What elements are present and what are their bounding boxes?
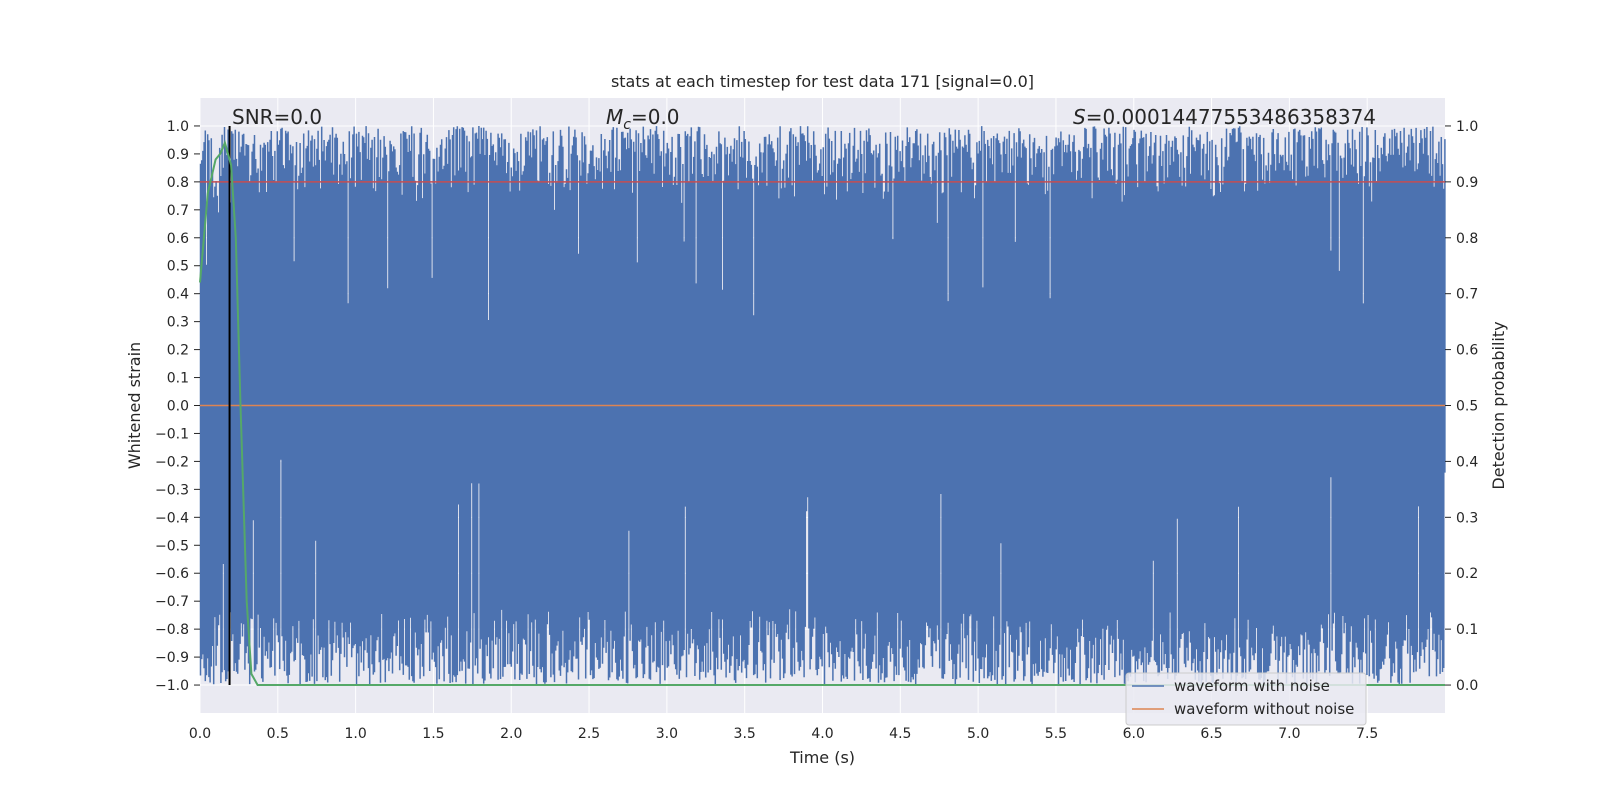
x-tick-label: 4.0 <box>811 726 833 742</box>
x-tick-label: 3.0 <box>656 726 678 742</box>
chart-title: stats at each timestep for test data 171… <box>611 72 1034 91</box>
annotation-chirp-mass: Mc=0.0 <box>606 105 680 133</box>
x-tick-label: 5.0 <box>967 726 989 742</box>
left-tick-label: 0.0 <box>167 399 189 415</box>
y-axis-label-left: Whitened strain <box>125 342 144 469</box>
left-tick-label: 0.7 <box>167 203 189 219</box>
right-tick-label: 0.6 <box>1456 343 1478 359</box>
right-tick-label: 0.3 <box>1456 510 1478 526</box>
s-value: =0.00014477553486358374 <box>1086 105 1376 129</box>
x-tick-label: 0.5 <box>267 726 289 742</box>
x-tick-label: 5.5 <box>1045 726 1067 742</box>
series-detection-probability <box>199 139 1445 686</box>
left-tick-label: 0.9 <box>167 147 189 163</box>
left-tick-label: −0.2 <box>155 454 189 470</box>
x-tick-label: 4.5 <box>889 726 911 742</box>
x-tick-label: 1.5 <box>422 726 444 742</box>
legend-label-noise: waveform with noise <box>1174 677 1330 695</box>
s-symbol: S <box>1073 105 1086 129</box>
left-tick-label: 0.8 <box>167 175 189 191</box>
legend-box <box>1125 672 1367 726</box>
right-tick-label: 0.7 <box>1456 287 1478 303</box>
left-tick-label: 0.6 <box>167 231 189 247</box>
y-axis-label-right: Detection probability <box>1489 321 1508 489</box>
right-tick-label: 1.0 <box>1456 119 1478 135</box>
legend: waveform with noise waveform without noi… <box>1125 672 1367 726</box>
x-tick-label: 7.5 <box>1356 726 1378 742</box>
right-tick-label: 0.5 <box>1456 399 1478 415</box>
left-tick-label: −0.8 <box>155 622 189 638</box>
mc-symbol: M <box>606 105 623 129</box>
annotation-s: S=0.00014477553486358374 <box>1073 105 1376 129</box>
left-tick-label: −1.0 <box>155 678 189 694</box>
left-tick-label: −0.9 <box>155 650 189 666</box>
x-tick-label: 1.0 <box>344 726 366 742</box>
left-tick-label: 0.3 <box>167 315 189 331</box>
x-axis-label: Time (s) <box>789 748 855 767</box>
x-tick-label: 7.0 <box>1278 726 1300 742</box>
left-tick-label: −0.5 <box>155 538 189 554</box>
annotation-snr: SNR=0.0 <box>232 105 322 129</box>
left-tick-label: 0.1 <box>167 371 189 387</box>
left-tick-label: 0.5 <box>167 259 189 275</box>
right-tick-label: 0.4 <box>1456 454 1478 470</box>
x-tick-label: 3.5 <box>734 726 756 742</box>
left-tick-label: 1.0 <box>167 119 189 135</box>
x-tick-label: 2.5 <box>578 726 600 742</box>
legend-label-clean: waveform without noise <box>1174 700 1354 718</box>
overlays <box>199 125 1445 686</box>
right-tick-label: 0.9 <box>1456 175 1478 191</box>
left-tick-label: −0.7 <box>155 594 189 610</box>
x-tick-label: 0.0 <box>189 726 211 742</box>
left-tick-label: 0.2 <box>167 343 189 359</box>
x-tick-label: 6.0 <box>1123 726 1145 742</box>
noise-trace <box>199 126 1446 685</box>
x-tick-label: 6.5 <box>1200 726 1222 742</box>
left-tick-label: 0.4 <box>167 287 189 303</box>
ticks: 0.0 0.5 1.0 1.5 2.0 2.5 3.0 3.5 4.0 4.5 5.0 5.5 6.0 6… <box>155 119 1478 742</box>
right-tick-label: 0.1 <box>1456 622 1478 638</box>
right-tick-label: 0.0 <box>1456 678 1478 694</box>
x-tick-label: 2.0 <box>500 726 522 742</box>
left-tick-label: −0.1 <box>155 426 189 442</box>
left-tick-label: −0.3 <box>155 482 189 498</box>
right-tick-label: 0.8 <box>1456 231 1478 247</box>
series-waveform-with-noise <box>199 126 1446 685</box>
mc-value: =0.0 <box>631 105 680 129</box>
mc-subscript: c <box>623 117 631 133</box>
left-tick-label: −0.4 <box>155 510 189 526</box>
left-tick-label: −0.6 <box>155 566 189 582</box>
right-tick-label: 0.2 <box>1456 566 1478 582</box>
